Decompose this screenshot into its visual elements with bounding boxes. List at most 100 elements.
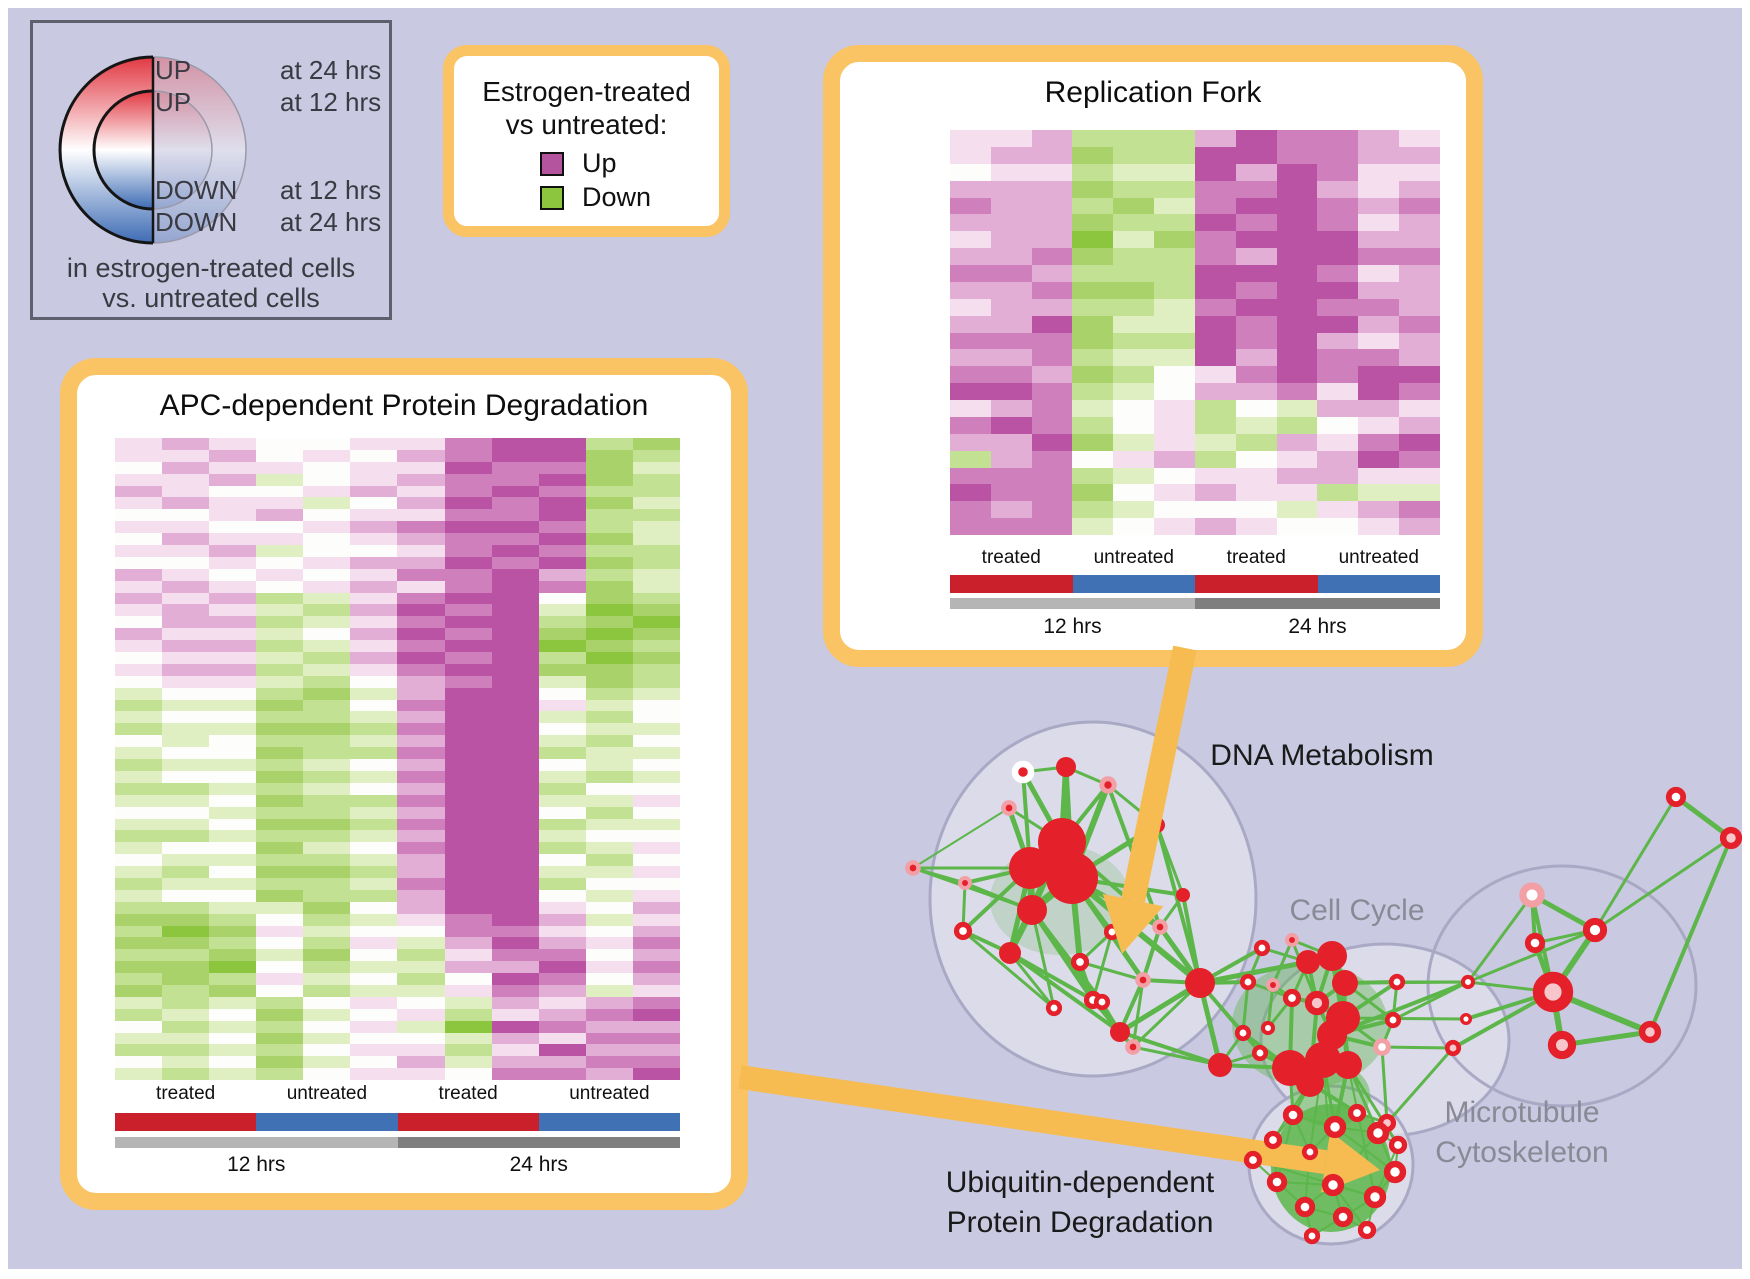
- heatmap-cell: [397, 854, 445, 867]
- heatmap-cell: [1031, 433, 1073, 451]
- heatmap-cell: [1072, 501, 1114, 519]
- heatmap-row: [115, 1044, 680, 1057]
- heatmap-cell: [585, 961, 633, 974]
- heatmap-cell: [950, 248, 991, 265]
- heatmap-cell: [256, 568, 304, 581]
- heatmap-row: [115, 449, 680, 462]
- heatmap-cell: [538, 759, 586, 771]
- heatmap-cell: [444, 961, 492, 974]
- heatmap-cell: [350, 1032, 398, 1045]
- heatmap-cell: [350, 699, 398, 712]
- heatmap-cell: [350, 1068, 398, 1081]
- network-node-dw: [1282, 988, 1302, 1008]
- heatmap-row: [950, 518, 1440, 535]
- heatmap-cell: [1194, 197, 1236, 215]
- heatmap-cell: [397, 913, 445, 926]
- heatmap-cell: [397, 782, 445, 795]
- heatmap-cell: [397, 592, 445, 605]
- heatmap-row: [115, 854, 680, 867]
- heatmap-cell: [632, 913, 680, 926]
- network-node-dw: [1301, 1143, 1319, 1161]
- heatmap-cell: [303, 568, 351, 581]
- heatmap-row: [950, 383, 1440, 400]
- heatmap-cell: [1113, 332, 1155, 350]
- heatmap-cell: [1113, 349, 1155, 367]
- heatmap-cell: [538, 901, 586, 914]
- sample-group-bar-segment: [256, 1113, 398, 1131]
- heatmap-cell: [350, 782, 398, 795]
- heatmap-cell: [538, 568, 586, 581]
- heatmap-cell: [397, 509, 445, 522]
- heatmap-cell: [491, 723, 539, 736]
- heatmap-cell: [397, 1008, 445, 1021]
- heatmap-cell: [1235, 315, 1277, 333]
- heatmap-cell: [397, 485, 445, 498]
- heatmap-cell: [397, 1068, 445, 1081]
- heatmap-cell: [350, 580, 398, 593]
- heatmap-cell: [585, 949, 633, 962]
- heatmap-cell: [585, 616, 633, 629]
- heatmap-cell: [990, 467, 1032, 485]
- heatmap-cell: [1276, 298, 1318, 316]
- network-node-dw: [953, 921, 973, 941]
- heatmap-cell: [256, 628, 304, 641]
- heatmap-cell: [491, 1056, 539, 1069]
- heatmap-row: [115, 699, 680, 712]
- heatmap-row: [950, 501, 1440, 519]
- ring-legend-time-up12: at 12 hrs: [280, 87, 382, 117]
- heatmap-cell: [632, 747, 680, 760]
- heatmap-cell: [632, 806, 680, 819]
- heatmap-row: [115, 830, 680, 843]
- heatmap-cell: [585, 854, 633, 867]
- heatmap-cell: [1358, 265, 1400, 282]
- heatmap-cell: [303, 877, 351, 890]
- heatmap-cell: [950, 231, 991, 249]
- heatmap-cell: [115, 438, 163, 450]
- heatmap-cell: [1154, 332, 1195, 350]
- heatmap-row: [115, 533, 680, 546]
- heatmap-cell: [256, 533, 304, 546]
- heatmap-cell: [491, 533, 539, 546]
- sample-group-label: treated: [156, 1083, 216, 1104]
- network-edge: [1381, 1045, 1454, 1050]
- heatmap-cell: [162, 663, 210, 676]
- heatmap-cell: [397, 735, 445, 748]
- heatmap-cell: [397, 973, 445, 985]
- heatmap-cell: [1031, 467, 1073, 485]
- time-label: 24 hrs: [509, 1153, 568, 1176]
- sample-group-labels: treated untreated treated untreated: [115, 1083, 680, 1105]
- heatmap-row: [115, 842, 680, 855]
- network-edge: [1155, 824, 1202, 984]
- heatmap-cell: [350, 616, 398, 629]
- network-node-hp: [1152, 919, 1168, 935]
- heatmap-row: [115, 949, 680, 962]
- heatmap-cell: [115, 854, 163, 867]
- network-node-hp: [1285, 933, 1299, 947]
- heatmap-cell: [1317, 332, 1359, 350]
- network-node-dw: [1321, 1173, 1345, 1197]
- heatmap-cell: [538, 556, 586, 569]
- heatmap-cell: [209, 973, 257, 985]
- heatmap-row: [950, 433, 1440, 451]
- heatmap-cell: [256, 449, 304, 462]
- network-node-s: [1317, 941, 1347, 971]
- heatmap-cell: [585, 497, 633, 510]
- heatmap-cell: [256, 996, 304, 1009]
- heatmap-cell: [115, 663, 163, 676]
- heatmap-cell: [256, 687, 304, 700]
- heatmap-cell: [397, 545, 445, 557]
- heatmap-cell: [303, 1032, 351, 1045]
- heatmap-cell: [585, 1008, 633, 1021]
- heatmap-cell: [350, 901, 398, 914]
- ring-legend-line-up12: UP: [155, 87, 192, 117]
- heatmap-grid: [115, 438, 680, 1081]
- network-node-pw: [1519, 882, 1545, 908]
- heatmap-cell: [538, 806, 586, 819]
- sample-group-label: treated: [438, 1083, 498, 1104]
- heatmap-cell: [162, 640, 210, 653]
- heatmap-cell: [350, 818, 398, 831]
- heatmap-cell: [162, 877, 210, 890]
- heatmap-cell: [950, 332, 991, 350]
- heatmap-cell: [950, 298, 991, 316]
- heatmap-cell: [256, 1032, 304, 1045]
